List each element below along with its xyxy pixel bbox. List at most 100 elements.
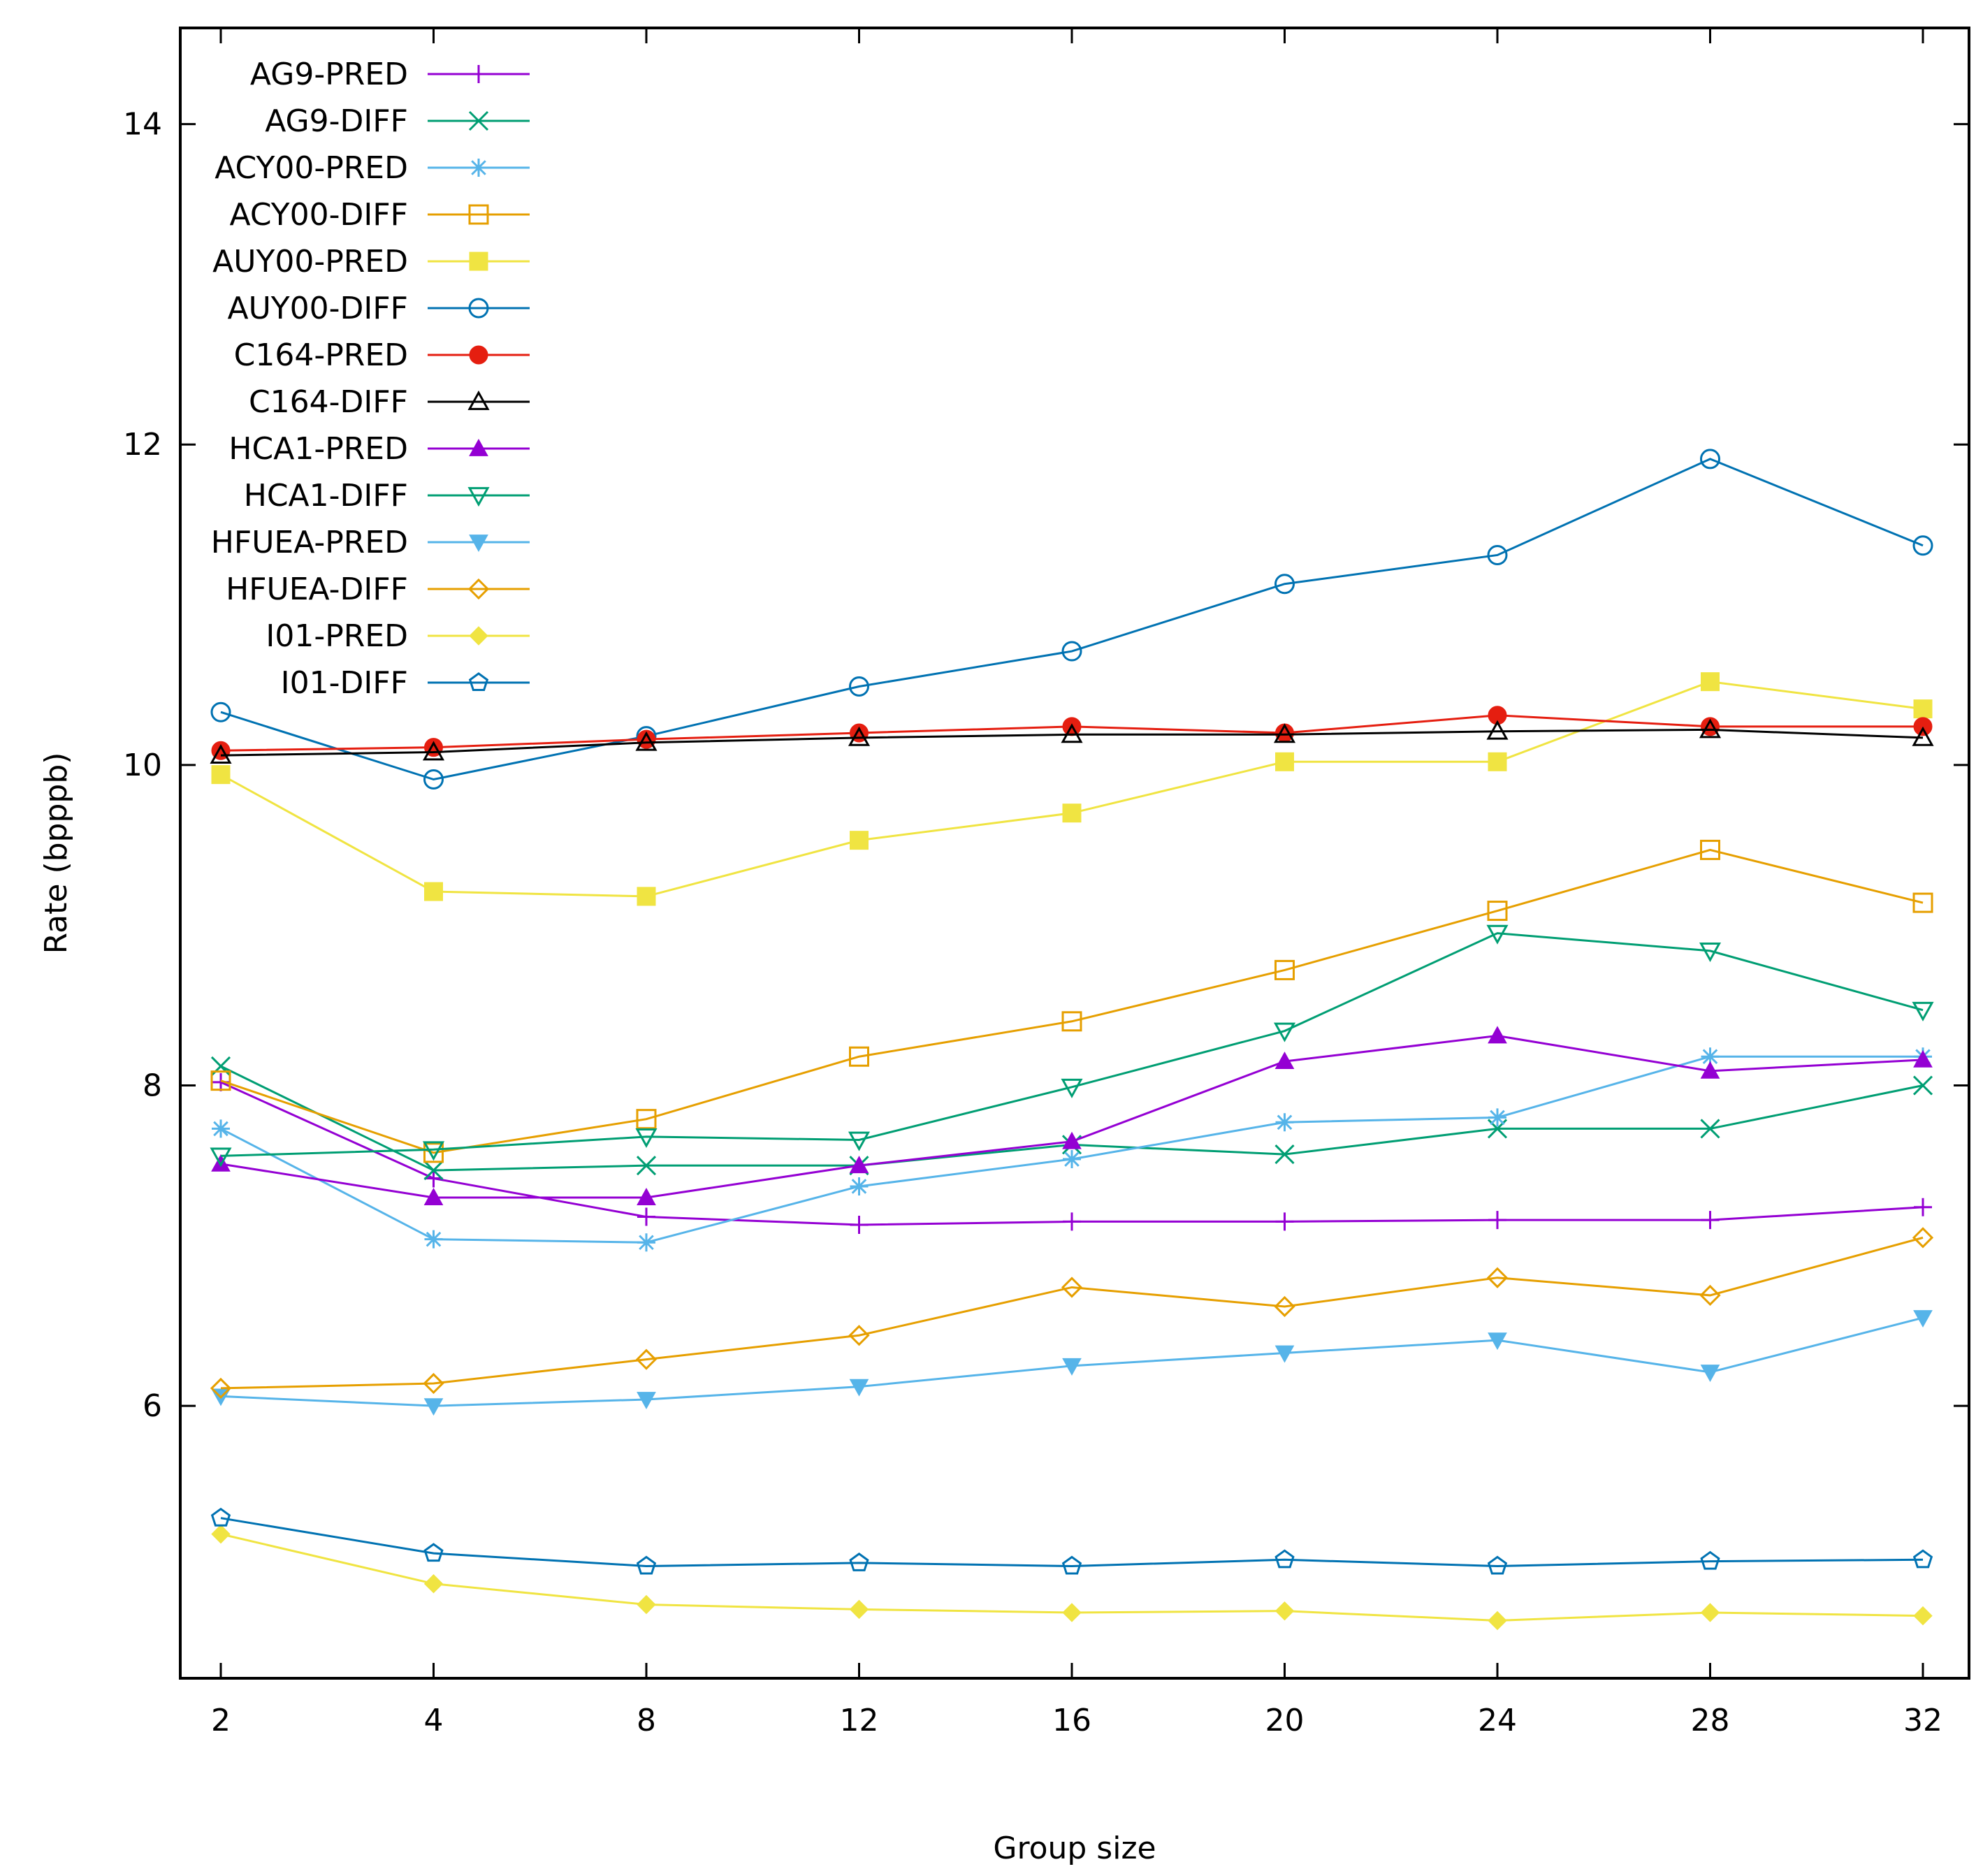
data-point-auy00-pred xyxy=(424,882,443,901)
legend-label: AUY00-PRED xyxy=(212,244,408,279)
series-line-i01-diff xyxy=(220,1517,1924,1567)
legend-marker xyxy=(468,110,489,131)
data-point-i01-pred xyxy=(423,1573,444,1594)
legend-entry-auy00-pred: AUY00-PRED xyxy=(212,244,530,279)
legend-marker xyxy=(469,345,488,365)
x-tick-label: 12 xyxy=(840,1703,879,1738)
data-point-auy00-pred xyxy=(1275,752,1294,771)
data-point-c164-diff xyxy=(1486,720,1509,740)
data-point-hca1-pred xyxy=(1488,1026,1507,1044)
data-point-hfuea-pred xyxy=(1700,1365,1720,1383)
legend-entry-hfuea-pred: HFUEA-PRED xyxy=(211,525,530,560)
data-point-ag9-pred xyxy=(424,1169,443,1188)
series-line-auy00-diff xyxy=(220,458,1924,781)
data-point-hca1-pred xyxy=(1913,1049,1933,1068)
data-point-acy00-pred xyxy=(424,1230,443,1249)
data-point-ag9-pred xyxy=(1063,1212,1081,1231)
data-point-c164-diff xyxy=(1912,726,1934,746)
data-point-hfuea-pred xyxy=(637,1392,656,1410)
data-point-hfuea-diff xyxy=(635,1348,658,1370)
series-ag9-pred xyxy=(212,1072,1932,1235)
data-point-auy00-diff xyxy=(1061,641,1082,662)
legend-label: AG9-PRED xyxy=(250,57,408,92)
data-point-c164-diff xyxy=(1061,723,1083,743)
data-point-auy00-pred xyxy=(1062,804,1082,823)
legend-label: AG9-DIFF xyxy=(265,103,408,139)
x-tick-label: 20 xyxy=(1265,1703,1305,1738)
y-tick-label: 14 xyxy=(123,107,162,143)
data-point-hfuea-pred xyxy=(1062,1358,1082,1376)
data-point-i01-diff xyxy=(210,1507,231,1527)
legend-marker xyxy=(467,390,490,410)
legend-label: HFUEA-PRED xyxy=(211,525,408,560)
legend-marker xyxy=(469,438,488,456)
legend-label: HFUEA-DIFF xyxy=(226,572,408,607)
data-point-hfuea-pred xyxy=(849,1379,869,1397)
data-point-i01-diff xyxy=(1912,1549,1933,1569)
data-point-i01-pred xyxy=(211,1524,231,1544)
data-point-hfuea-pred xyxy=(423,1398,444,1416)
series-line-hfuea-diff xyxy=(220,1236,1924,1390)
data-point-i01-diff xyxy=(636,1555,657,1575)
legend-label: ACY00-DIFF xyxy=(230,197,409,233)
legend-entry-acy00-diff: ACY00-DIFF xyxy=(230,197,530,233)
data-point-i01-diff xyxy=(423,1543,444,1562)
data-point-c164-diff xyxy=(422,741,445,761)
legend-label: C164-PRED xyxy=(234,337,408,373)
data-point-hfuea-pred xyxy=(1913,1310,1933,1328)
data-point-acy00-diff xyxy=(1487,901,1508,922)
data-point-i01-diff xyxy=(1487,1555,1508,1575)
legend-entry-i01-pred: I01-PRED xyxy=(266,618,530,654)
data-point-acy00-pred xyxy=(637,1233,655,1252)
data-point-hca1-pred xyxy=(849,1156,869,1174)
data-point-i01-pred xyxy=(637,1594,656,1615)
series-line-acy00-diff xyxy=(220,848,1924,1154)
legend-marker xyxy=(469,535,488,553)
legend-label: HCA1-DIFF xyxy=(244,478,408,514)
data-point-ag9-diff xyxy=(1274,1144,1295,1165)
data-point-hca1-diff xyxy=(210,1147,232,1168)
data-point-auy00-pred xyxy=(1701,672,1720,692)
data-point-acy00-pred xyxy=(1063,1150,1081,1168)
data-point-ag9-diff xyxy=(1700,1119,1720,1139)
legend-marker xyxy=(469,626,488,646)
data-point-auy00-pred xyxy=(211,765,231,785)
legend-label: HCA1-PRED xyxy=(228,431,408,467)
y-tick-label: 10 xyxy=(123,748,162,783)
data-point-acy00-diff xyxy=(636,1109,657,1130)
legend-marker xyxy=(470,65,488,83)
data-point-hca1-diff xyxy=(1699,942,1722,962)
legend: AG9-PRED AG9-DIFF ACY00-PRED ACY00-DIFF AUY0… xyxy=(211,57,530,701)
data-point-hfuea-diff xyxy=(1699,1284,1721,1307)
data-point-hfuea-diff xyxy=(423,1372,444,1395)
x-tick-label: 24 xyxy=(1478,1703,1517,1738)
data-point-auy00-diff xyxy=(1700,449,1720,470)
data-point-acy00-pred xyxy=(850,1177,869,1195)
data-point-ag9-pred xyxy=(1275,1212,1294,1231)
series-line-c164-diff xyxy=(220,728,1924,757)
data-point-auy00-diff xyxy=(1912,535,1933,556)
data-point-hfuea-diff xyxy=(1486,1267,1509,1288)
data-point-acy00-pred xyxy=(1701,1047,1720,1066)
legend-entry-acy00-pred: ACY00-PRED xyxy=(215,150,530,186)
data-point-acy00-diff xyxy=(423,1142,444,1163)
y-axis-title: Rate (bpppb) xyxy=(38,752,74,954)
data-point-c164-pred xyxy=(637,729,656,749)
legend-entry-ag9-diff: AG9-DIFF xyxy=(265,103,530,139)
data-point-hca1-diff xyxy=(1061,1078,1083,1098)
legend-label: I01-DIFF xyxy=(281,665,408,701)
series-hca1-pred xyxy=(211,1026,1933,1205)
legend-entry-hca1-pred: HCA1-PRED xyxy=(228,431,530,467)
data-point-acy00-diff xyxy=(1700,839,1720,860)
legend-entry-c164-pred: C164-PRED xyxy=(234,337,530,373)
series-i01-diff xyxy=(210,1507,1933,1575)
data-point-auy00-diff xyxy=(423,769,444,790)
legend-marker xyxy=(469,252,488,271)
data-point-acy00-pred xyxy=(1275,1113,1294,1132)
data-point-auy00-diff xyxy=(1487,544,1508,565)
legend-marker xyxy=(467,578,490,600)
data-point-ag9-pred xyxy=(1701,1211,1720,1230)
legend-label: AUY00-DIFF xyxy=(227,291,408,326)
x-tick-label: 32 xyxy=(1903,1703,1942,1738)
